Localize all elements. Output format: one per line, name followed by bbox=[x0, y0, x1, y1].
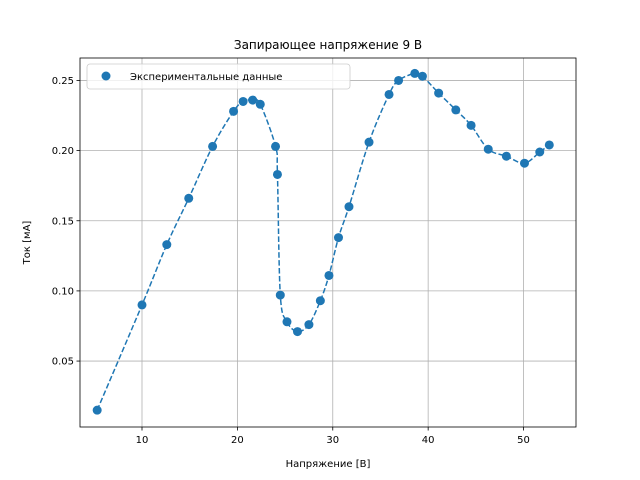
y-axis-label: Ток [мА] bbox=[22, 221, 33, 266]
data-point bbox=[417, 71, 427, 81]
y-tick-label: 0.05 bbox=[52, 357, 74, 368]
y-axis-ticks: 0.05 0.10 0.15 0.20 0.25 bbox=[52, 76, 80, 368]
x-tick-label: 20 bbox=[231, 435, 244, 446]
data-point bbox=[519, 158, 529, 168]
data-point bbox=[501, 151, 511, 161]
data-point bbox=[315, 296, 325, 306]
x-tick-label: 10 bbox=[136, 435, 149, 446]
data-point bbox=[275, 290, 285, 300]
data-point bbox=[162, 240, 172, 250]
data-point bbox=[248, 95, 258, 105]
legend-marker-icon bbox=[101, 71, 111, 81]
legend-entry: Экспериментальные данные bbox=[130, 72, 282, 83]
x-tick-label: 40 bbox=[422, 435, 435, 446]
data-point bbox=[208, 141, 218, 151]
data-point bbox=[229, 106, 239, 116]
data-point bbox=[272, 169, 282, 179]
data-point bbox=[451, 105, 461, 115]
data-point bbox=[384, 89, 394, 99]
data-point bbox=[333, 233, 343, 243]
x-tick-label: 50 bbox=[517, 435, 530, 446]
legend-box bbox=[86, 63, 351, 90]
x-axis-ticks: 10 20 30 40 50 bbox=[136, 427, 530, 446]
data-point bbox=[434, 88, 444, 98]
data-point bbox=[255, 99, 265, 109]
data-point bbox=[466, 120, 476, 130]
data-point bbox=[304, 320, 314, 330]
data-point bbox=[184, 193, 194, 203]
series-points bbox=[92, 68, 554, 415]
data-point bbox=[292, 327, 302, 337]
data-point bbox=[344, 202, 354, 212]
data-point bbox=[271, 141, 281, 151]
y-tick-label: 0.25 bbox=[52, 76, 74, 87]
x-axis-label: Напряжение [В] bbox=[286, 459, 371, 470]
data-point bbox=[394, 75, 404, 85]
legend: Экспериментальные данные bbox=[86, 63, 351, 90]
y-tick-label: 0.15 bbox=[52, 216, 74, 227]
data-point bbox=[364, 137, 374, 147]
data-point bbox=[137, 300, 147, 310]
data-point bbox=[282, 317, 292, 327]
data-point bbox=[535, 147, 545, 157]
data-point bbox=[544, 140, 554, 150]
data-point bbox=[324, 270, 334, 280]
plot-area-frame bbox=[79, 57, 577, 428]
y-tick-label: 0.10 bbox=[52, 286, 74, 297]
data-point bbox=[92, 405, 102, 415]
data-point bbox=[238, 96, 248, 106]
y-tick-label: 0.20 bbox=[52, 146, 74, 157]
x-tick-label: 30 bbox=[326, 435, 339, 446]
data-point bbox=[483, 144, 493, 154]
data-point bbox=[410, 68, 420, 78]
chart-title: Запирающее напряжение 9 В bbox=[234, 38, 422, 52]
